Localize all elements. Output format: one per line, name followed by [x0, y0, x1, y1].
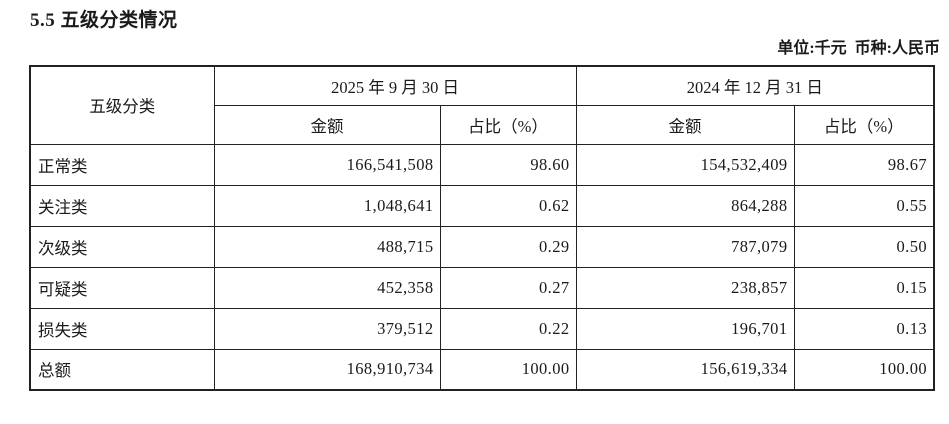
- table-row: 损失类 379,512 0.22 196,701 0.13: [29, 307, 935, 350]
- col-header-amount-2024: 金额: [575, 104, 795, 145]
- amount-2024-cell: 154,532,409: [575, 143, 795, 186]
- ratio-2024-cell: 98.67: [793, 143, 935, 186]
- ratio-2025-cell: 0.27: [439, 266, 577, 309]
- ratio-2024-cell: 0.15: [793, 266, 935, 309]
- col-header-ratio-2024: 占比（%）: [793, 104, 935, 145]
- amount-2024-cell: 787,079: [575, 225, 795, 268]
- table-row: 关注类 1,048,641 0.62 864,288 0.55: [29, 184, 935, 227]
- ratio-2025-cell: 100.00: [439, 348, 577, 391]
- row-category-cell: 正常类: [29, 143, 215, 186]
- section-title: 5.5 五级分类情况: [30, 10, 178, 31]
- corner-header: 五级分类: [29, 65, 215, 145]
- table-row: 次级类 488,715 0.29 787,079 0.50: [29, 225, 935, 268]
- amount-2025-cell: 379,512: [213, 307, 441, 350]
- amount-2025-cell: 488,715: [213, 225, 441, 268]
- table-row: 正常类 166,541,508 98.60 154,532,409 98.67: [29, 143, 935, 186]
- ratio-2025-cell: 0.62: [439, 184, 577, 227]
- col-header-ratio-2025: 占比（%）: [439, 104, 577, 145]
- period-header-2025: 2025 年 9 月 30 日: [213, 65, 577, 106]
- ratio-2024-cell: 0.55: [793, 184, 935, 227]
- table-header-row-metrics: 金额 占比（%） 金额 占比（%）: [30, 104, 935, 145]
- period-header-2024: 2024 年 12 月 31 日: [575, 65, 935, 106]
- ratio-2024-cell: 0.13: [793, 307, 935, 350]
- amount-2024-cell: 864,288: [575, 184, 795, 227]
- unit-note: 单位:千元 币种:人民币: [777, 40, 940, 57]
- amount-2025-cell: 452,358: [213, 266, 441, 309]
- row-category-cell: 次级类: [29, 225, 215, 268]
- amount-2025-cell: 1,048,641: [213, 184, 441, 227]
- row-category-cell: 总额: [29, 348, 215, 391]
- row-category-cell: 可疑类: [29, 266, 215, 309]
- ratio-2024-cell: 0.50: [793, 225, 935, 268]
- amount-2024-cell: 196,701: [575, 307, 795, 350]
- amount-2024-cell: 238,857: [575, 266, 795, 309]
- row-category-cell: 关注类: [29, 184, 215, 227]
- five-level-classification-table: 五级分类 2025 年 9 月 30 日 2024 年 12 月 31 日 金额…: [29, 65, 935, 391]
- ratio-2025-cell: 0.29: [439, 225, 577, 268]
- ratio-2025-cell: 0.22: [439, 307, 577, 350]
- table-header-row-periods: 五级分类 2025 年 9 月 30 日 2024 年 12 月 31 日: [29, 65, 935, 145]
- amount-2024-cell: 156,619,334: [575, 348, 795, 391]
- amount-2025-cell: 166,541,508: [213, 143, 441, 186]
- row-category-cell: 损失类: [29, 307, 215, 350]
- ratio-2025-cell: 98.60: [439, 143, 577, 186]
- amount-2025-cell: 168,910,734: [213, 348, 441, 391]
- table-row: 总额 168,910,734 100.00 156,619,334 100.00: [29, 348, 935, 391]
- col-header-amount-2025: 金额: [213, 104, 441, 145]
- table-row: 可疑类 452,358 0.27 238,857 0.15: [29, 266, 935, 309]
- ratio-2024-cell: 100.00: [793, 348, 935, 391]
